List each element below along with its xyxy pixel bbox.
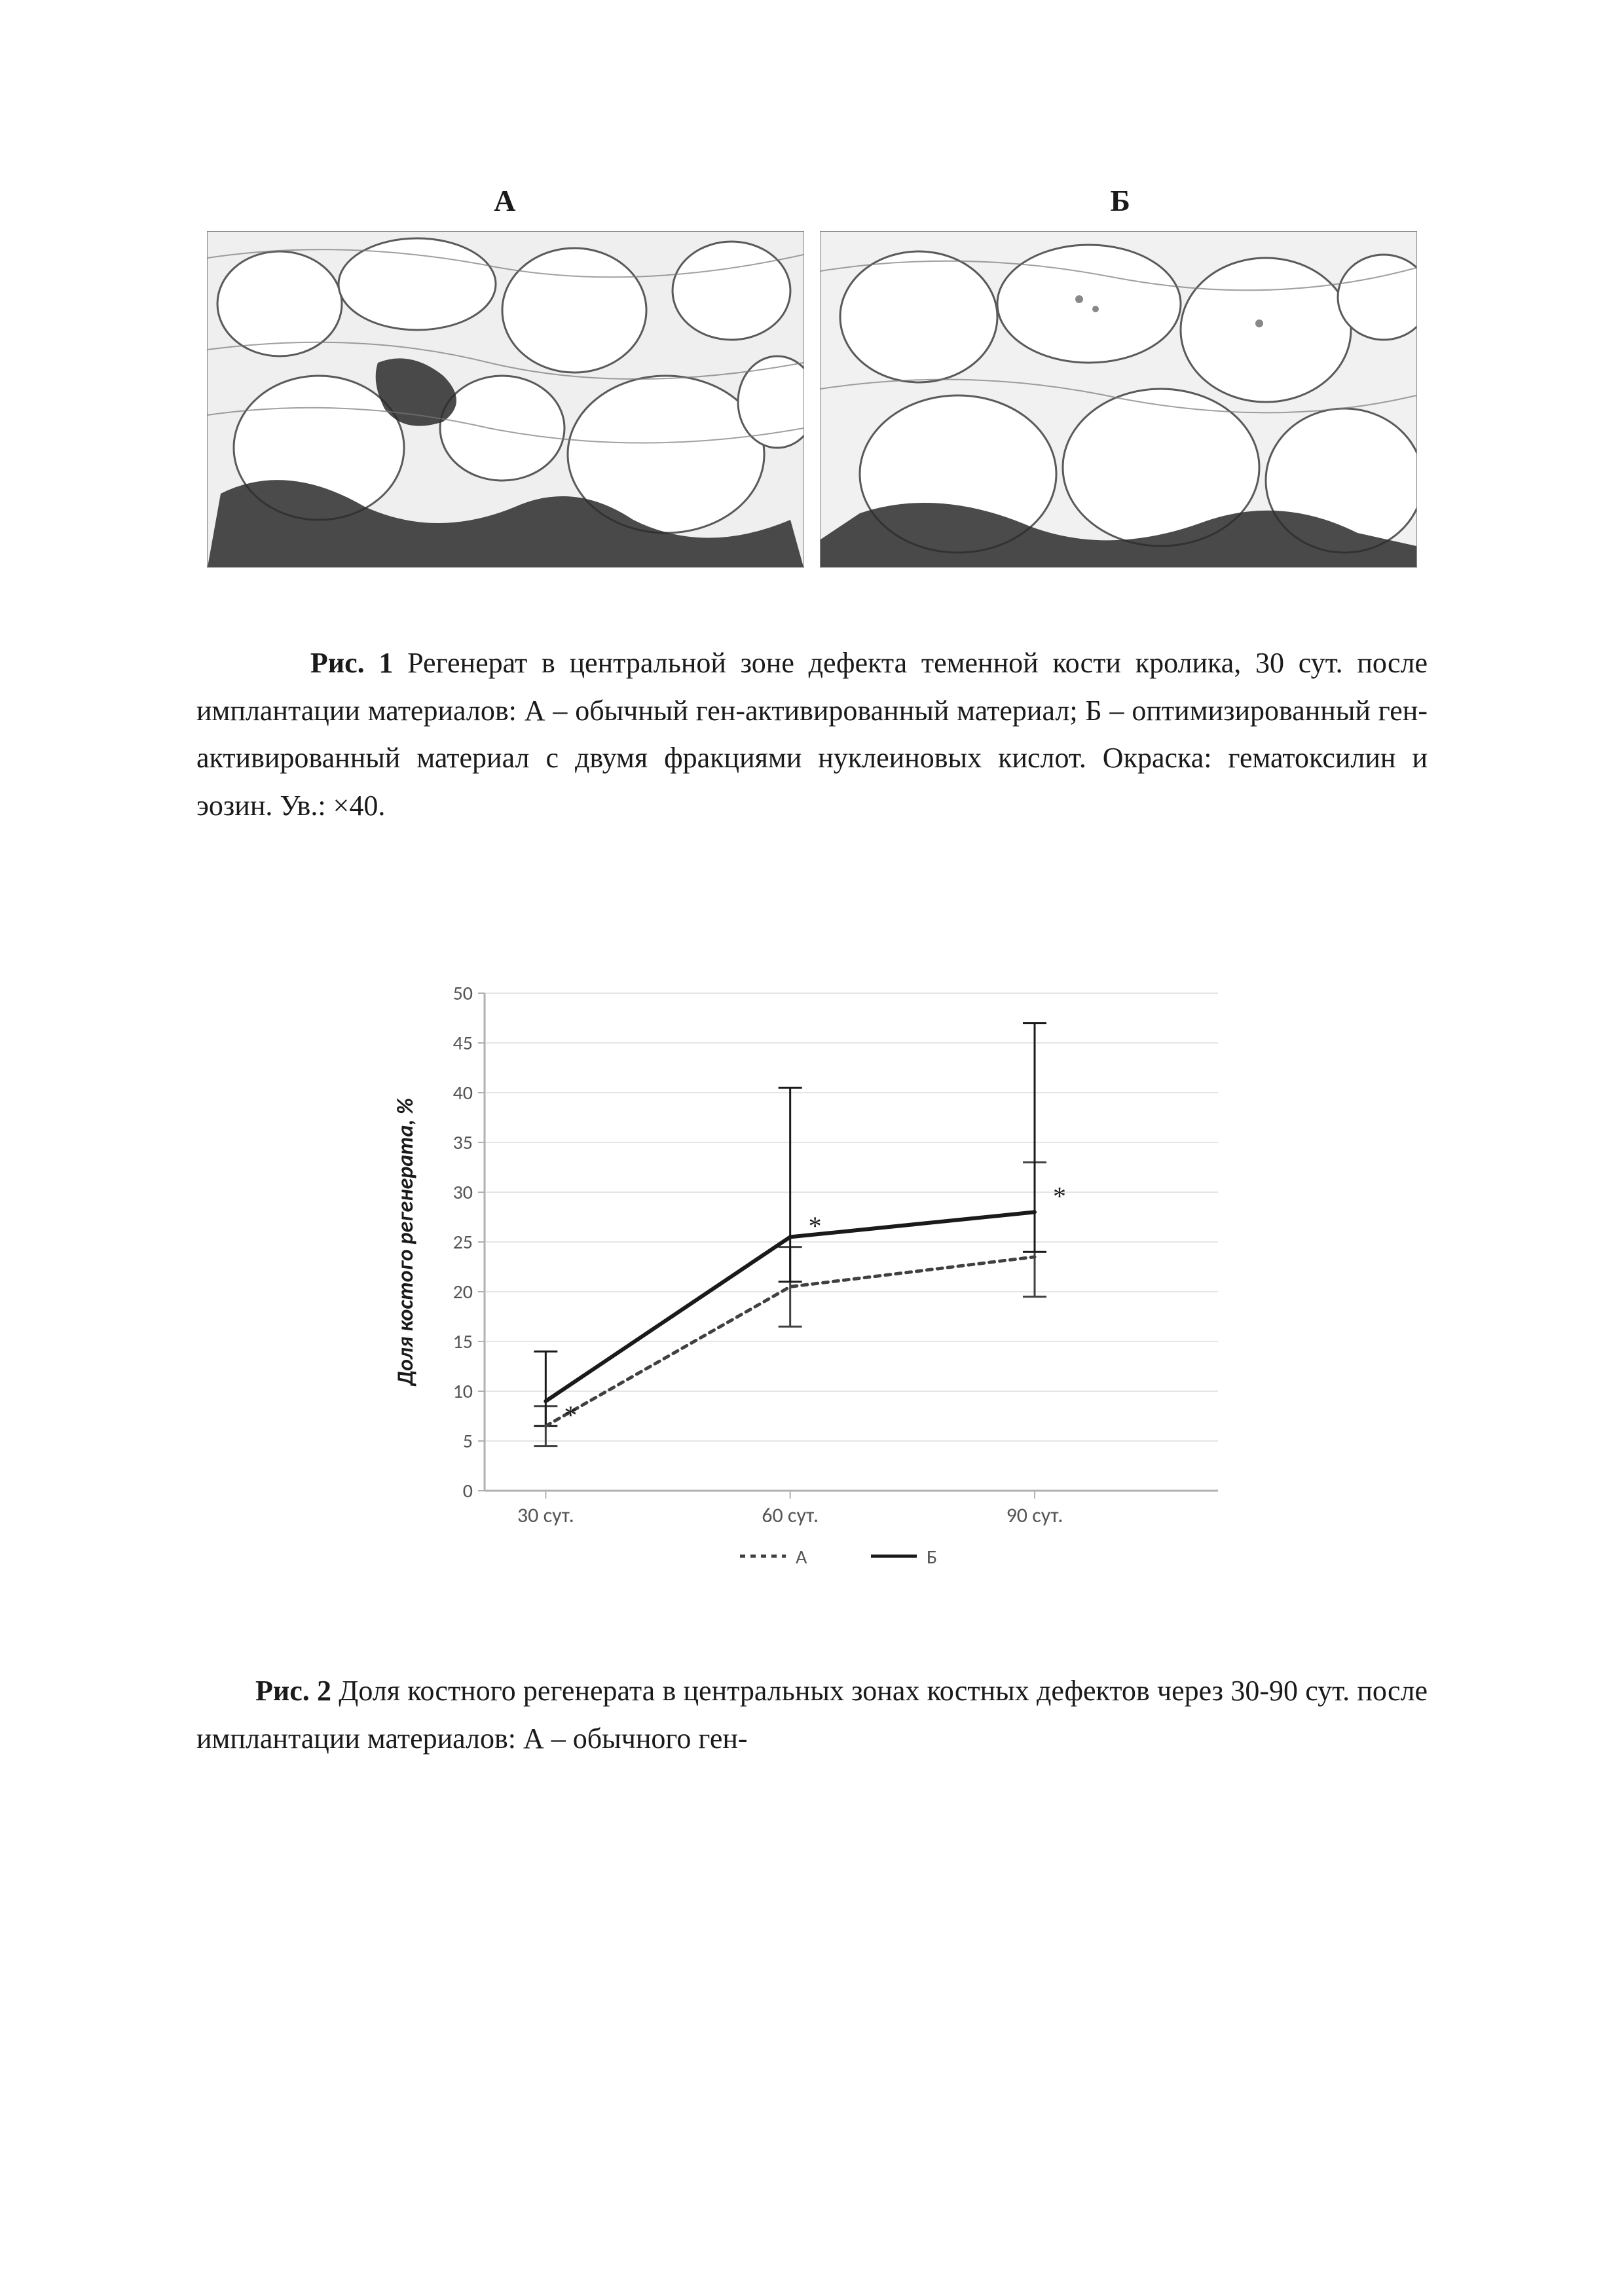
figure-1-panels xyxy=(196,231,1428,568)
figure-1-panel-a-label: А xyxy=(494,183,515,218)
svg-text:А: А xyxy=(796,1545,807,1569)
svg-text:35: 35 xyxy=(453,1131,473,1155)
svg-text:10: 10 xyxy=(453,1379,473,1404)
figure-1-micrograph-a xyxy=(207,231,804,568)
figure-2-caption: Рис. 2 Доля костного регенерата в центра… xyxy=(196,1667,1428,1762)
svg-text:*: * xyxy=(809,1212,822,1241)
svg-text:Б: Б xyxy=(927,1545,937,1569)
svg-text:25: 25 xyxy=(453,1230,473,1254)
svg-text:30: 30 xyxy=(453,1180,473,1205)
svg-text:60 сут.: 60 сут. xyxy=(762,1503,819,1528)
svg-text:*: * xyxy=(1053,1182,1066,1211)
line-chart: 0 5 10 15 20 25 30 35 40 45 50 30 сут. 60 сут. 90 сут… xyxy=(380,974,1244,1589)
figure-1-panel-b-label: Б xyxy=(1110,183,1130,218)
svg-text:50: 50 xyxy=(453,981,473,1006)
svg-text:40: 40 xyxy=(453,1081,473,1105)
figure-1-micrograph-b xyxy=(820,231,1417,568)
figure-2-caption-label: Рис. 2 xyxy=(255,1675,331,1707)
svg-text:45: 45 xyxy=(453,1031,473,1055)
figure-1-panel-labels: А Б xyxy=(196,183,1428,218)
svg-text:20: 20 xyxy=(453,1280,473,1304)
svg-text:Доля костого регенерата, %: Доля костого регенерата, % xyxy=(392,1098,419,1387)
svg-text:0: 0 xyxy=(463,1479,473,1503)
svg-text:30 сут.: 30 сут. xyxy=(517,1503,574,1528)
figure-1-caption-label: Рис. 1 xyxy=(310,647,394,679)
page: А Б xyxy=(0,0,1624,2296)
svg-text:5: 5 xyxy=(463,1429,473,1453)
figure-1: А Б xyxy=(196,183,1428,829)
figure-2: 0 5 10 15 20 25 30 35 40 45 50 30 сут. 60 сут. 90 сут… xyxy=(196,974,1428,1791)
svg-text:*: * xyxy=(564,1400,577,1430)
svg-text:90 сут.: 90 сут. xyxy=(1006,1503,1063,1528)
figure-2-caption-text: Доля костного регенерата в центральных з… xyxy=(196,1675,1428,1755)
svg-text:15: 15 xyxy=(453,1330,473,1354)
figure-1-caption: Рис. 1 Регенерат в центральной зоне дефе… xyxy=(196,640,1428,829)
